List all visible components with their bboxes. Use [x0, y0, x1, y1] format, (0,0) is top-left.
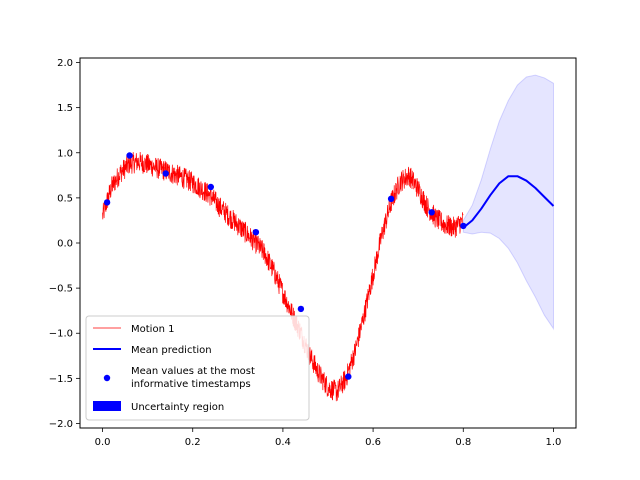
uncertainty-layer: [462, 74, 554, 331]
prediction-layer: [462, 175, 555, 229]
y-tick-label: −0.5: [49, 284, 73, 295]
x-tick-label: 0.2: [185, 437, 201, 448]
x-tick-label: 0.8: [455, 437, 471, 448]
y-tick-label: −2.0: [49, 419, 73, 430]
informative-point: [126, 152, 133, 159]
informative-point: [387, 195, 395, 202]
y-tick-label: 1.5: [57, 103, 73, 114]
informative-point: [428, 209, 435, 216]
legend-label-informative-points-line1: Mean values at the most: [131, 366, 255, 377]
uncertainty-band: [462, 74, 554, 331]
x-axis: 0.0 0.2 0.4 0.6 0.8 1.0: [95, 428, 562, 448]
x-tick-label: 0.0: [95, 437, 111, 448]
informative-point: [345, 373, 352, 380]
series-line-mean-prediction: [462, 175, 555, 229]
legend-label-informative-points-line2: informative timestamps: [131, 379, 251, 390]
legend-box: [85, 315, 310, 421]
motion-layer: [102, 152, 464, 402]
informative-point: [207, 183, 214, 191]
informative-point: [103, 199, 111, 206]
y-tick-label: −1.0: [49, 329, 73, 340]
y-tick-label: 1.0: [57, 148, 73, 159]
legend: Motion 1 Mean prediction Mean values at …: [85, 315, 310, 421]
series-line-motion: [102, 152, 464, 402]
x-tick-label: 0.6: [365, 437, 381, 448]
y-tick-label: 0.5: [57, 193, 73, 204]
legend-label-motion: Motion 1: [131, 324, 174, 335]
legend-swatch-uncertainty: [93, 401, 121, 411]
informative-point: [460, 222, 467, 230]
legend-label-uncertainty: Uncertainty region: [131, 402, 224, 413]
informative-point: [252, 229, 260, 236]
y-tick-label: 0.0: [57, 239, 73, 250]
legend-label-mean-prediction: Mean prediction: [131, 345, 212, 356]
points-layer: [103, 152, 467, 380]
y-axis: −2.0 −1.5 −1.0 −0.5 0.0 0.5 1.0 1.5 2.0: [49, 58, 80, 430]
legend-swatch-informative-points: [103, 374, 111, 382]
x-tick-label: 1.0: [546, 437, 562, 448]
informative-point: [162, 170, 169, 177]
y-tick-label: 2.0: [57, 58, 73, 69]
x-tick-label: 0.4: [275, 437, 291, 448]
informative-point: [297, 305, 305, 313]
y-tick-label: −1.5: [49, 374, 73, 385]
